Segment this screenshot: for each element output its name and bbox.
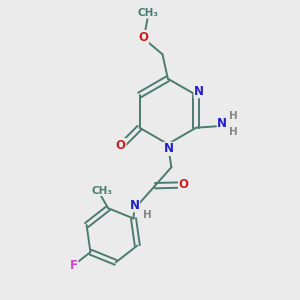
Text: N: N [194,85,204,98]
Text: H: H [229,127,238,137]
Text: N: N [217,117,227,130]
Text: N: N [130,199,140,212]
Text: O: O [178,178,189,191]
Text: N: N [164,142,173,155]
Text: CH₃: CH₃ [137,8,158,18]
Text: H: H [143,210,152,220]
Text: O: O [139,31,148,44]
Text: CH₃: CH₃ [92,185,113,196]
Text: O: O [116,139,126,152]
Text: H: H [229,110,238,121]
Text: F: F [70,259,78,272]
